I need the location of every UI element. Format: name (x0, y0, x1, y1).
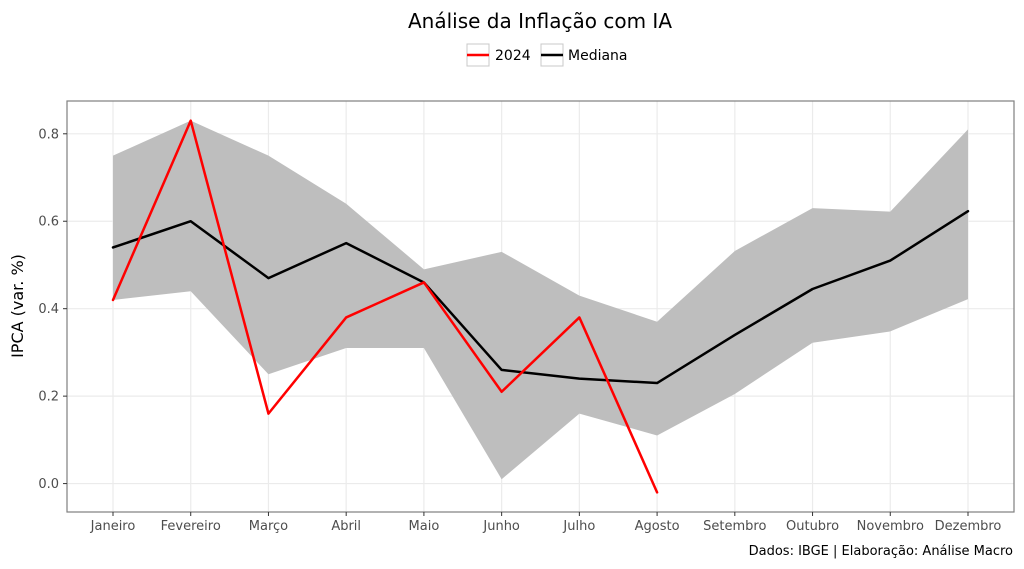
y-tick-label: 0.4 (38, 302, 59, 317)
chart-title: Análise da Inflação com IA (408, 9, 672, 33)
legend: 2024 Mediana (466, 43, 628, 67)
x-tick-label: Janeiro (90, 519, 136, 534)
y-axis-title: IPCA (var. %) (8, 254, 27, 358)
y-tick-label: 0.8 (38, 127, 59, 142)
y-tick-label: 0.6 (38, 215, 59, 230)
x-tick-label: Outubro (786, 519, 839, 534)
x-tick-label: Abril (331, 519, 361, 534)
band-layer (113, 120, 968, 480)
x-tick-label: Dezembro (935, 519, 1002, 534)
x-axis: Janeiro Fevereiro Março Abril Maio Junho Julho… (90, 512, 1002, 534)
x-tick-label: Fevereiro (161, 519, 221, 534)
series-line-2024 (111, 119, 659, 494)
x-tick-label: Junho (482, 519, 520, 534)
legend-label-2024: 2024 (495, 48, 531, 64)
x-tick-label: Agosto (635, 519, 680, 534)
y-axis: 0.0 0.2 0.4 0.6 0.8 (38, 127, 67, 492)
y-tick-label: 0.2 (38, 390, 59, 405)
legend-label-mediana: Mediana (568, 48, 628, 64)
range-band (113, 120, 968, 480)
series-layer (111, 119, 970, 494)
x-tick-label: Julho (562, 519, 595, 534)
chart-caption: Dados: IBGE | Elaboração: Análise Macro (749, 544, 1013, 559)
legend-item-mediana: Mediana (540, 43, 628, 67)
y-tick-label: 0.0 (38, 477, 59, 492)
series-line-mediana (111, 209, 970, 385)
plot-border (66, 100, 1015, 513)
legend-item-2024: 2024 (466, 43, 531, 67)
x-tick-label: Maio (409, 519, 440, 534)
x-tick-label: Setembro (703, 519, 766, 534)
x-tick-label: Março (249, 519, 288, 534)
plot-area (66, 100, 1015, 513)
x-tick-label: Novembro (857, 519, 924, 534)
